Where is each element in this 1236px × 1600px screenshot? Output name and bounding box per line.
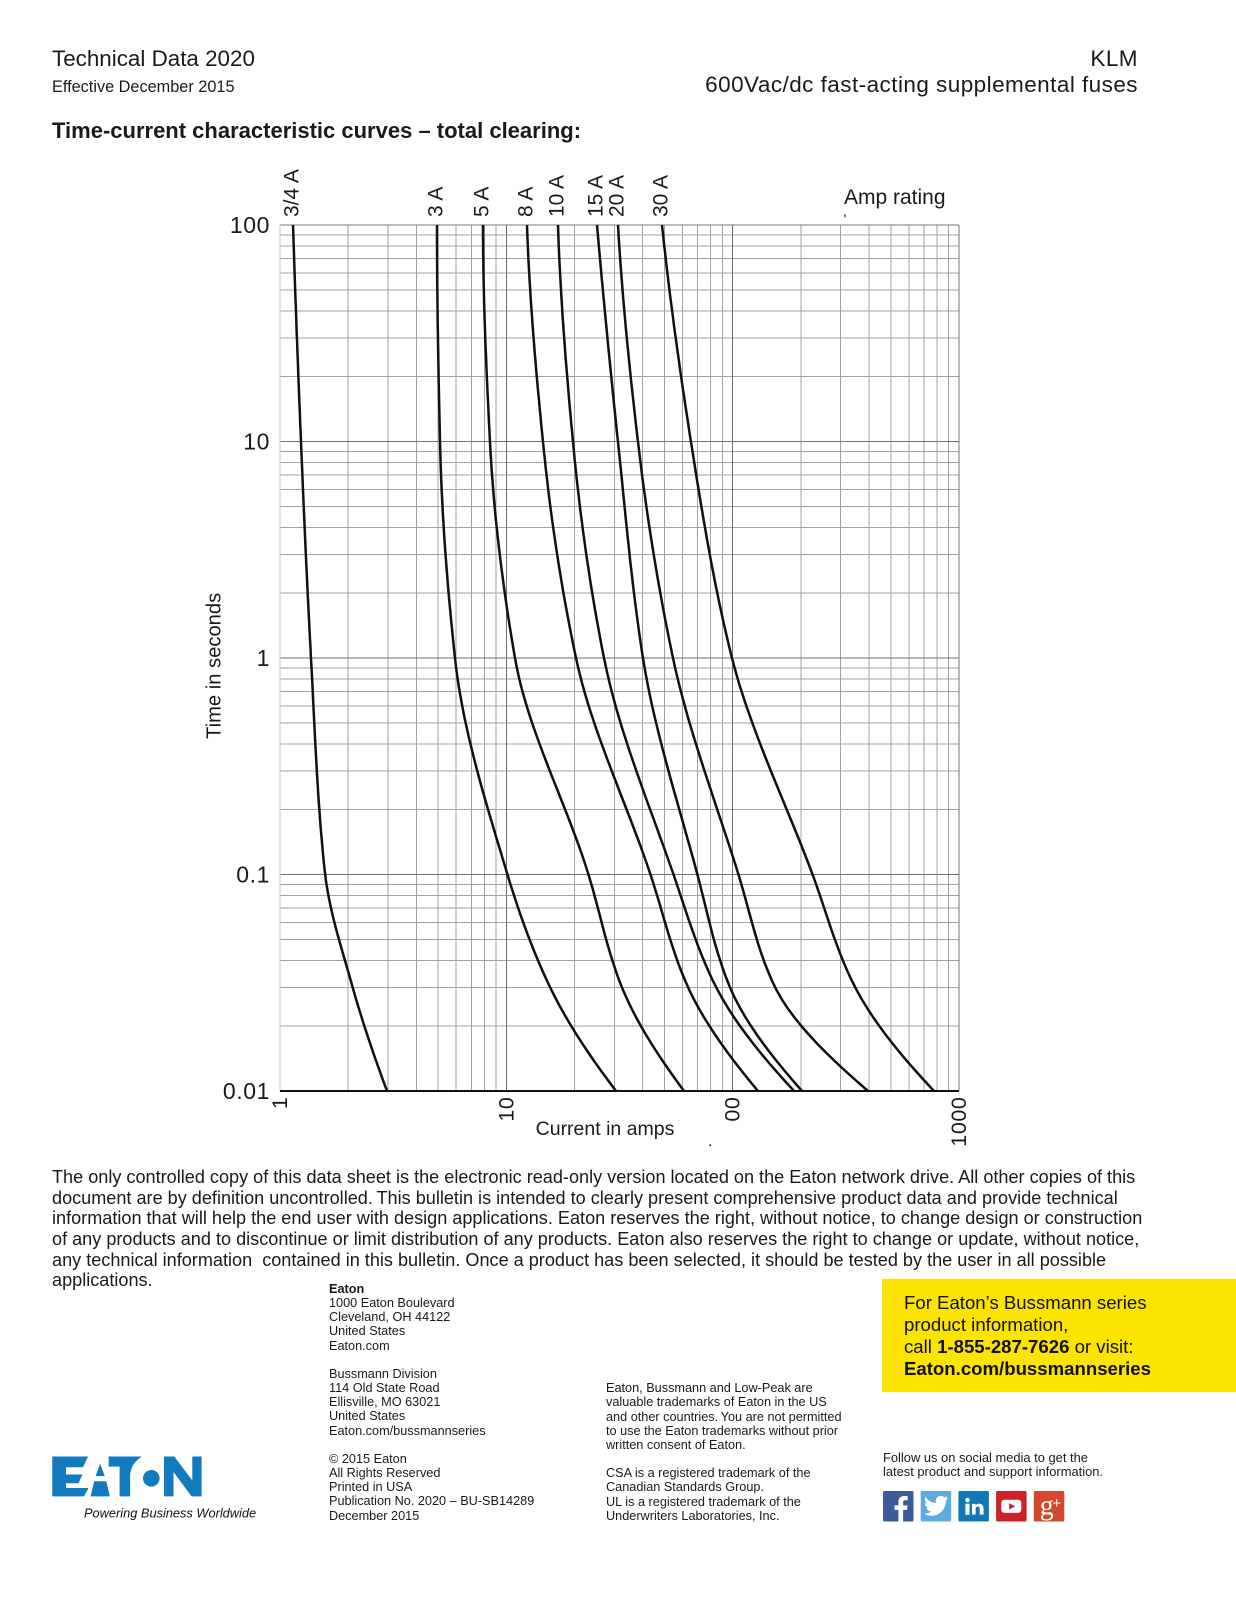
svg-text:0.01: 0.01: [223, 1078, 270, 1104]
svg-text:20 A: 20 A: [606, 175, 629, 217]
svg-text:1000: 1000: [947, 1097, 971, 1147]
svg-text:00: 00: [721, 1097, 745, 1122]
svg-text:g: g: [1040, 1491, 1054, 1522]
svg-text:100: 100: [230, 212, 270, 238]
svg-text:1: 1: [257, 645, 270, 671]
svg-text:10: 10: [494, 1097, 518, 1122]
svg-text:,: ,: [843, 203, 847, 219]
svg-text:0.1: 0.1: [236, 862, 270, 888]
svg-text:3/4 A: 3/4 A: [281, 169, 304, 217]
svg-text:10: 10: [243, 429, 270, 455]
svg-text:Amp rating: Amp rating: [844, 186, 946, 209]
svg-text:.: .: [708, 1133, 712, 1150]
svg-text:10 A: 10 A: [546, 175, 569, 217]
svg-text:+: +: [1052, 1495, 1061, 1512]
svg-text:Powering Business Worldwide: Powering Business Worldwide: [84, 1506, 256, 1521]
svg-text:Time in seconds: Time in seconds: [204, 593, 226, 739]
svg-text:8 A: 8 A: [515, 187, 538, 217]
svg-text:Current in amps: Current in amps: [536, 1118, 675, 1140]
svg-text:5 A: 5 A: [471, 187, 494, 217]
svg-text:15 A: 15 A: [585, 175, 608, 217]
svg-text:30 A: 30 A: [650, 175, 673, 217]
svg-text:3 A: 3 A: [425, 187, 448, 217]
svg-text:1: 1: [268, 1097, 292, 1110]
